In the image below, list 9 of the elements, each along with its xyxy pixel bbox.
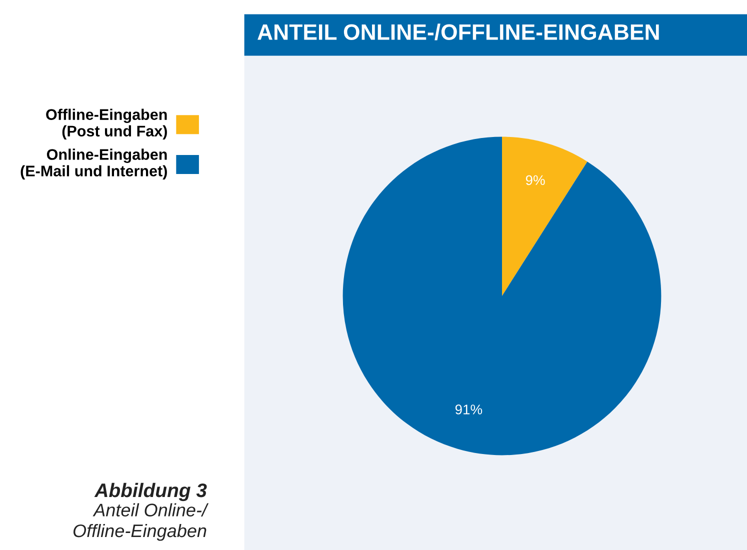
legend-label: Offline-Eingaben (Post und Fax) [46,108,167,140]
chart-title: ANTEIL ONLINE-/OFFLINE-EINGABEN [258,24,659,40]
data-label: 91% [455,404,482,414]
pie-slice [502,136,588,296]
pie-slice [342,136,662,456]
text: Abbildung 3 [94,482,207,502]
data-label: 9% [526,175,545,186]
text: Anteil Online-/ Offline-Eingaben [73,503,209,541]
legend-label: Online-Eingaben (E-Mail und Internet) [20,148,167,180]
